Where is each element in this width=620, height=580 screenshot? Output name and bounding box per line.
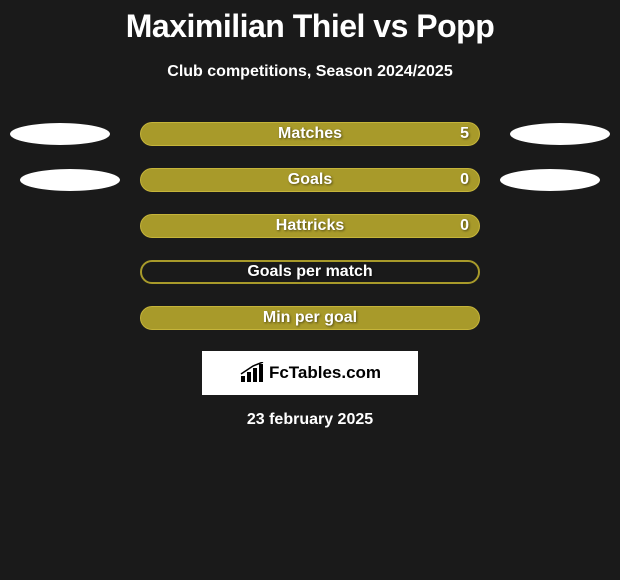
stat-value: 5	[460, 125, 469, 143]
chart-icon	[239, 362, 265, 384]
date-label: 23 february 2025	[0, 411, 620, 429]
stat-label: Goals	[288, 171, 332, 189]
stat-label: Hattricks	[276, 217, 344, 235]
stat-label: Goals per match	[247, 263, 372, 281]
branding-box: FcTables.com	[202, 351, 418, 395]
branding-inner: FcTables.com	[239, 362, 381, 384]
stat-row-matches: Matches 5	[0, 121, 620, 147]
stat-row-hattricks: Hattricks 0	[0, 213, 620, 239]
right-player-marker	[510, 123, 610, 145]
stat-bar: Min per goal	[140, 306, 480, 330]
page-title: Maximilian Thiel vs Popp	[0, 0, 620, 45]
stat-value: 0	[460, 217, 469, 235]
left-player-marker	[20, 169, 120, 191]
subtitle: Club competitions, Season 2024/2025	[0, 63, 620, 81]
stat-bar: Hattricks 0	[140, 214, 480, 238]
stat-bar: Goals per match	[140, 260, 480, 284]
stat-row-goals-per-match: Goals per match	[0, 259, 620, 285]
left-player-marker	[10, 123, 110, 145]
stat-row-goals: Goals 0	[0, 167, 620, 193]
branding-text: FcTables.com	[269, 363, 381, 383]
comparison-infographic: Maximilian Thiel vs Popp Club competitio…	[0, 0, 620, 580]
chart-area: Matches 5 Goals 0 Hattricks 0 Goals per …	[0, 121, 620, 331]
right-player-marker	[500, 169, 600, 191]
stat-bar: Matches 5	[140, 122, 480, 146]
stat-row-min-per-goal: Min per goal	[0, 305, 620, 331]
stat-label: Min per goal	[263, 309, 357, 327]
stat-bar: Goals 0	[140, 168, 480, 192]
stat-label: Matches	[278, 125, 342, 143]
stat-value: 0	[460, 171, 469, 189]
